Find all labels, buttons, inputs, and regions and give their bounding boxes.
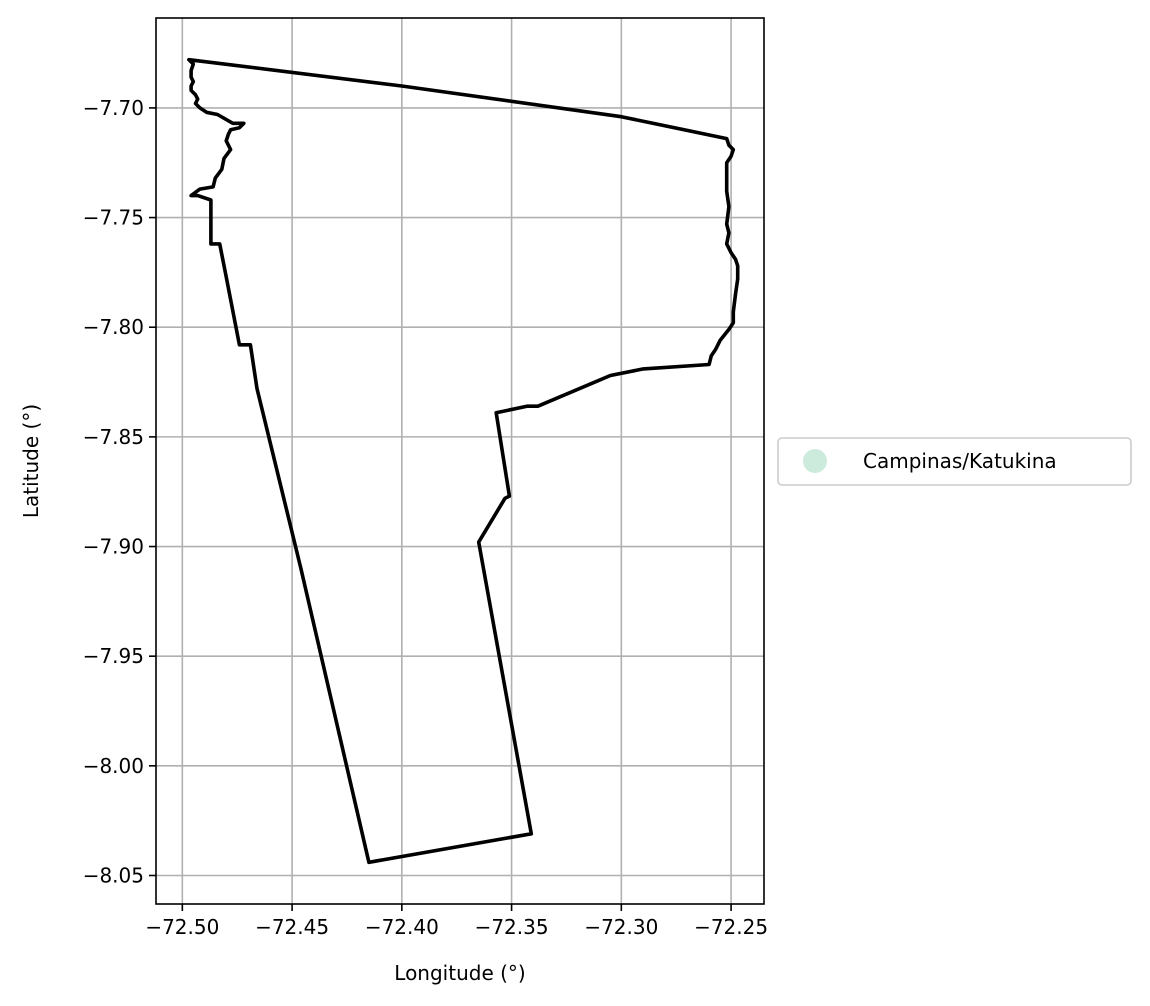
territory-boundary (187, 57, 740, 865)
plot-data (187, 57, 740, 865)
x-tick-label: −72.40 (365, 915, 439, 939)
y-tick-label: −7.70 (83, 96, 144, 120)
y-axis-label: Latitude (°) (19, 404, 43, 518)
y-tick-label: −7.80 (83, 315, 144, 339)
grid-lines (156, 18, 764, 904)
x-tick-label: −72.25 (694, 915, 768, 939)
x-tick-label: −72.30 (584, 915, 658, 939)
legend: Campinas/Katukina (777, 437, 1132, 486)
y-tick-label: −7.95 (83, 644, 144, 668)
y-tick-label: −7.85 (83, 425, 144, 449)
y-tick-label: −8.00 (83, 754, 144, 778)
x-axis-label: Longitude (°) (394, 961, 525, 985)
axis-ticks: −72.50 −72.45 −72.40 −72.35 −72.30 −72.25 −7.7… (83, 96, 768, 939)
legend-marker-campinas-katukina (803, 449, 827, 473)
legend-box (777, 437, 1132, 486)
axes-frame (155, 17, 765, 905)
x-tick-label: −72.50 (145, 915, 219, 939)
y-tick-label: −7.90 (83, 535, 144, 559)
legend-label-campinas-katukina: Campinas/Katukina (863, 449, 1057, 473)
y-tick-label: −7.75 (83, 206, 144, 230)
y-tick-label: −8.05 (83, 863, 144, 887)
x-tick-label: −72.45 (255, 915, 329, 939)
x-tick-label: −72.35 (475, 915, 549, 939)
